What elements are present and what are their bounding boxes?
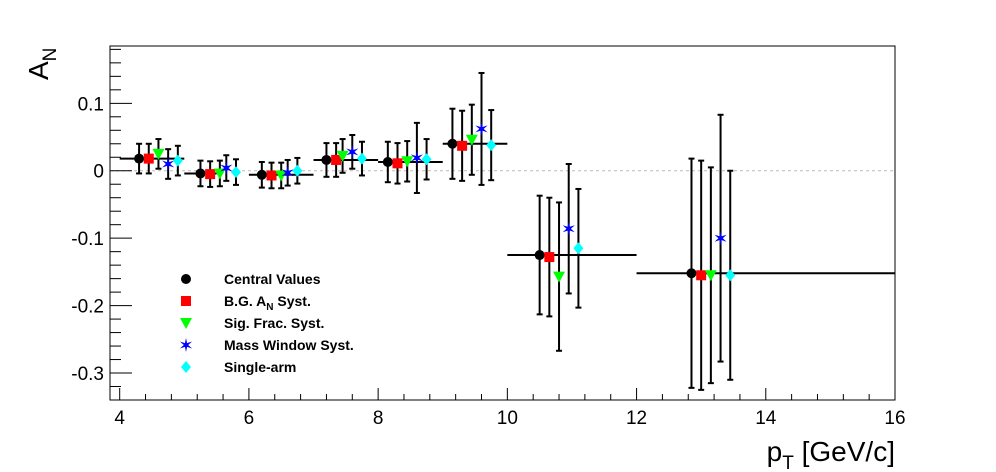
- data-point-triangle-down: [553, 271, 566, 283]
- axes: 4 6 8 10 12 14 16 -0.3 -0.2 -0.1 0 0.1: [71, 48, 906, 429]
- legend-label: Single-arm: [224, 359, 296, 375]
- data-point-circle: [256, 169, 267, 180]
- data-point-star: [562, 221, 575, 236]
- data-point-diamond: [356, 152, 367, 165]
- data-point-square: [544, 252, 555, 263]
- x-tick-label: 12: [626, 408, 647, 429]
- data-point-square: [143, 153, 154, 164]
- data-point-square: [392, 158, 403, 169]
- data-markers: [134, 121, 736, 283]
- data-point-triangle-down: [401, 156, 414, 168]
- legend-marker-diamond: [181, 361, 191, 373]
- data-point-circle: [447, 138, 458, 149]
- x-tick-label: 16: [884, 408, 905, 429]
- x-tick-label: 4: [114, 408, 125, 429]
- x-tick-label: 8: [373, 408, 384, 429]
- legend-label: Mass Window Syst.: [224, 337, 354, 353]
- legend-marker-circle: [181, 274, 191, 284]
- data-point-star: [220, 161, 233, 175]
- data-point-square: [331, 154, 342, 165]
- y-tick-label: 0.1: [78, 94, 104, 115]
- y-tick-label: -0.2: [71, 297, 104, 318]
- legend-marker-triangle-down: [180, 318, 192, 329]
- data-point-diamond: [172, 154, 183, 167]
- data-point-triangle-down: [275, 170, 288, 182]
- data-point-square: [696, 270, 707, 281]
- data-point-diamond: [486, 139, 497, 152]
- data-point-square: [457, 140, 468, 151]
- data-point-diamond: [421, 153, 432, 166]
- legend-marker-square: [181, 296, 191, 306]
- legend-label: Central Values: [224, 271, 321, 287]
- x-tick-label: 14: [755, 408, 777, 429]
- data-point-triangle-down: [213, 168, 226, 180]
- data-point-star: [714, 231, 727, 246]
- y-tick-label: -0.3: [71, 364, 104, 385]
- y-tick-label: 0: [93, 162, 104, 183]
- data-point-star: [346, 144, 359, 159]
- x-tick-label: 6: [244, 408, 255, 429]
- x-axis-title: pT [GeV/c]: [767, 436, 895, 472]
- data-point-circle: [321, 154, 332, 165]
- data-point-diamond: [230, 166, 241, 179]
- legend-label: B.G. AN Syst.: [224, 293, 311, 313]
- data-point-star: [162, 157, 175, 171]
- data-point-circle: [382, 156, 393, 167]
- data-point-circle: [195, 168, 206, 179]
- data-point-star: [475, 121, 488, 136]
- plot-frame: [109, 45, 896, 401]
- data-point-square: [205, 169, 216, 180]
- data-point-diamond: [573, 242, 584, 255]
- data-point-diamond: [292, 164, 303, 177]
- y-tick-label: -0.1: [71, 229, 104, 250]
- legend-marker-star: [179, 338, 193, 352]
- data-point-circle: [134, 153, 145, 164]
- data-point-diamond: [725, 269, 736, 282]
- legend-label: Sig. Frac. Syst.: [224, 315, 324, 331]
- x-tick-label: 10: [497, 408, 518, 429]
- legend: Central Values B.G. AN Syst. Sig. Frac. Sy…: [179, 271, 354, 375]
- data-point-triangle-down: [336, 150, 349, 162]
- data-point-circle: [686, 268, 697, 279]
- data-point-star: [410, 150, 423, 165]
- data-point-square: [266, 170, 277, 181]
- data-point-circle: [534, 250, 545, 261]
- data-point-triangle-down: [152, 148, 165, 160]
- data-point-triangle-down: [704, 270, 717, 282]
- y-axis-title: AN: [23, 48, 61, 80]
- data-point-star: [281, 165, 294, 180]
- data-point-triangle-down: [465, 134, 478, 146]
